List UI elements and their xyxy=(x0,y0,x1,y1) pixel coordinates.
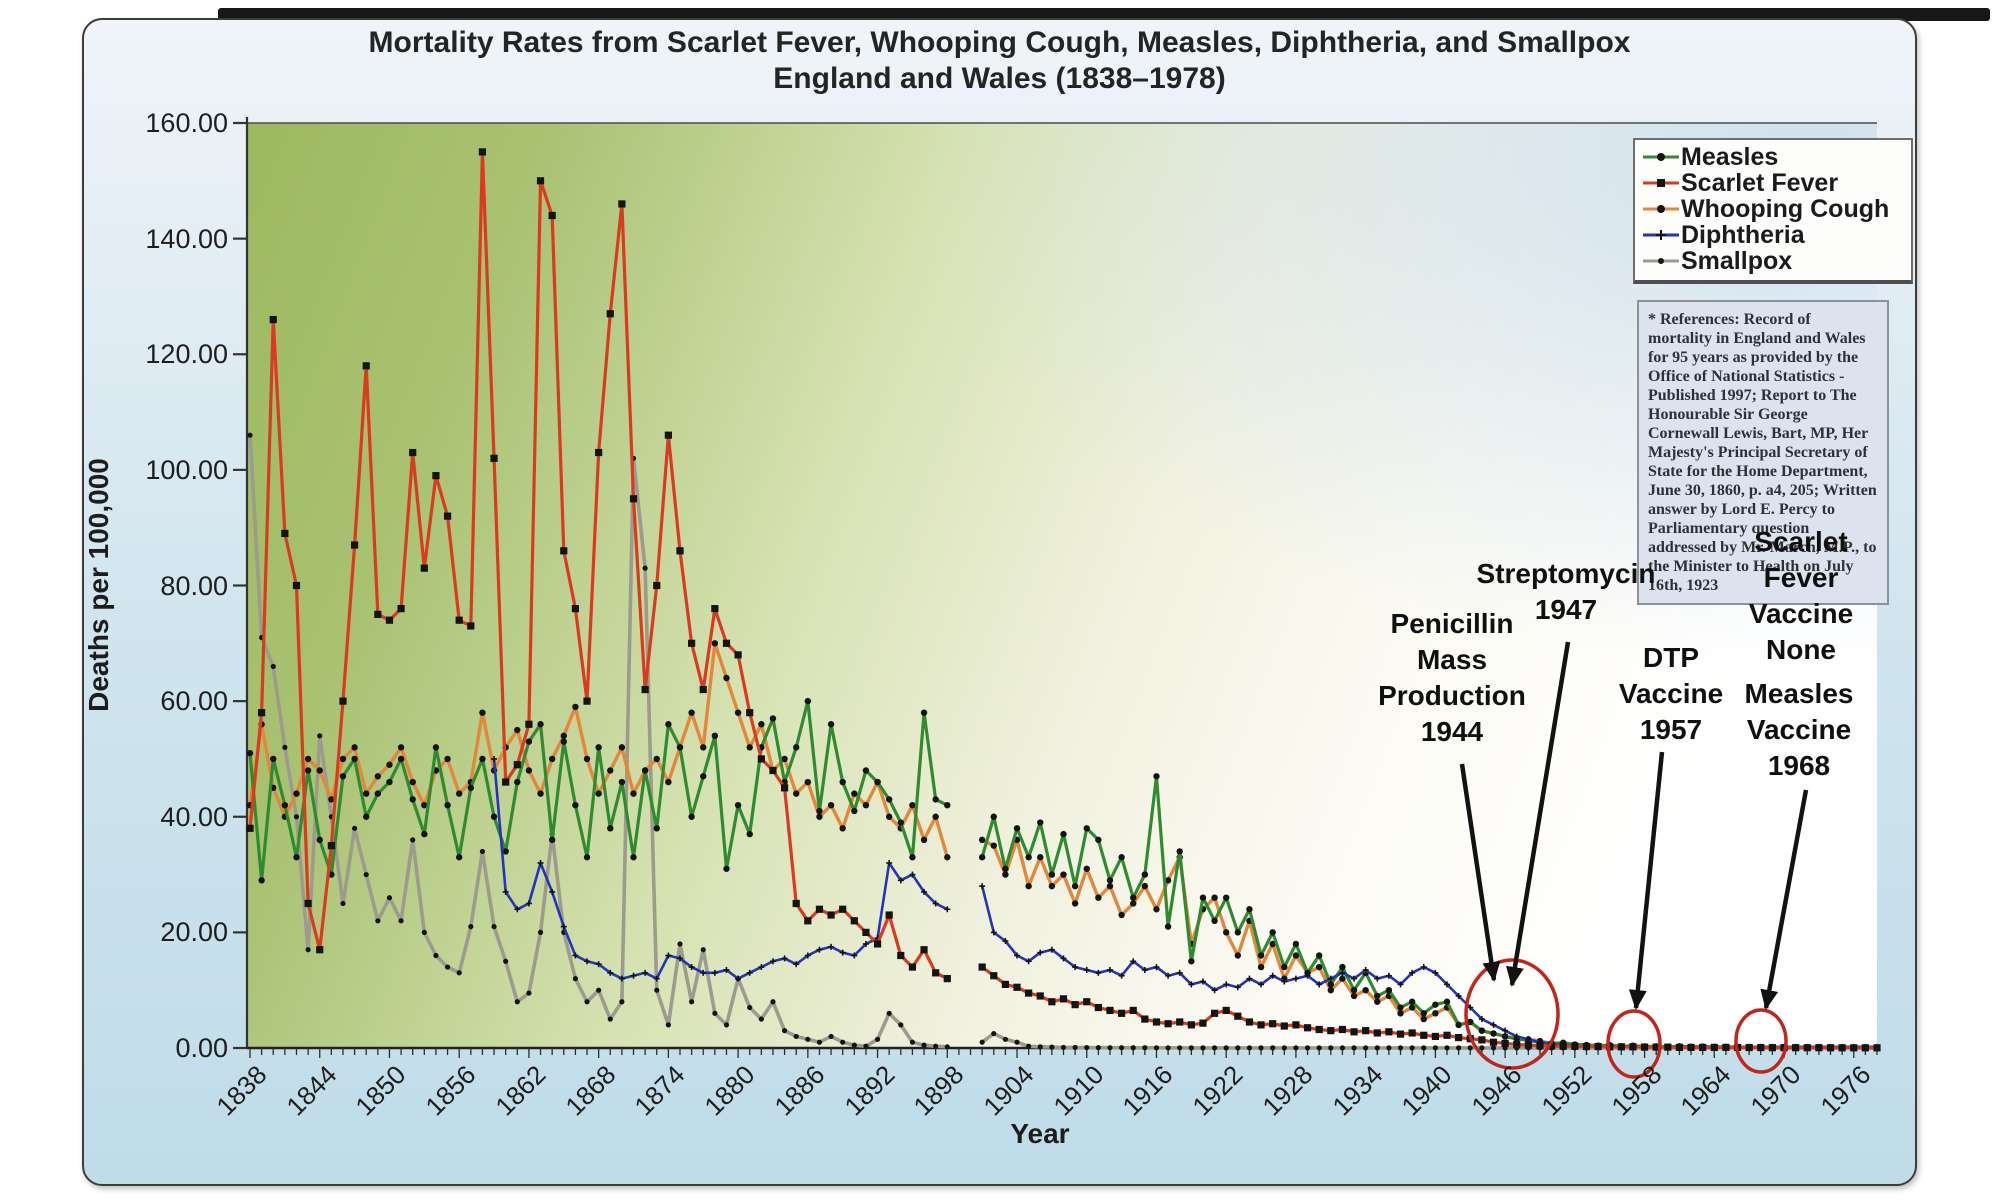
event-circle-1970 xyxy=(1734,1008,1788,1074)
y-tick-label-140: 140.00 xyxy=(145,223,228,254)
series-scarlet-fever xyxy=(246,148,1881,1052)
arrow-streptomycin xyxy=(1506,641,1571,987)
chart-legend: Measles Scarlet Fever Whooping Cough Diphth… xyxy=(1633,138,1913,284)
references-box: * References: Record of mortality in Eng… xyxy=(1637,300,1889,605)
y-tick-label-80: 80.00 xyxy=(160,570,228,601)
y-tick-label-60: 60.00 xyxy=(160,686,228,717)
legend-swatch-plus-icon xyxy=(1643,230,1679,240)
arrow-penicillin xyxy=(1459,763,1501,982)
event-circle-1958 xyxy=(1606,1009,1662,1079)
annotation-dtp: DTP Vaccine 1957 xyxy=(1571,640,1771,748)
legend-item-measles: Measles xyxy=(1641,142,1905,171)
plot-background-tint xyxy=(247,123,1877,1048)
x-axis-title: Year xyxy=(1010,1118,1070,1149)
annotation-scarletnone: Scarlet Fever Vaccine None xyxy=(1701,524,1901,668)
legend-item-diphtheria: Diphtheria xyxy=(1641,220,1905,249)
legend-item-scarlet-fever: Scarlet Fever xyxy=(1641,168,1905,197)
annotation-line: Penicillin xyxy=(1390,608,1514,639)
y-tick-label-20: 20.00 xyxy=(160,917,228,948)
chart-title-line2: England and Wales (1838–1978) xyxy=(773,62,1226,95)
annotation-line: 1957 xyxy=(1639,714,1703,745)
top-window-bar xyxy=(218,8,1990,21)
legend-label: Diphtheria xyxy=(1681,220,1805,249)
annotation-streptomycin: Streptomycin 1947 xyxy=(1426,556,1706,628)
event-circle-1946 xyxy=(1464,958,1560,1070)
y-tick-label-40: 40.00 xyxy=(160,801,228,832)
chart-title-line1: Mortality Rates from Scarlet Fever, Whoo… xyxy=(368,26,1631,59)
y-tick-label-120: 120.00 xyxy=(145,339,228,370)
annotation-line: Mass xyxy=(1416,644,1488,675)
annotation-line: 1944 xyxy=(1420,716,1484,747)
annotation-line: 1947 xyxy=(1534,594,1598,625)
legend-label: Scarlet Fever xyxy=(1681,168,1839,197)
arrow-measles-vaccine xyxy=(1760,789,1809,1010)
annotation-line: 1968 xyxy=(1767,750,1831,781)
annotation-line: Measles xyxy=(1744,678,1854,709)
legend-label: Whooping Cough xyxy=(1681,194,1890,223)
legend-swatch-circle-icon xyxy=(1643,153,1679,161)
annotation-line: Vaccine xyxy=(1748,598,1854,629)
y-tick-label-160: 160.00 xyxy=(145,108,228,138)
y-tick-label-100: 100.00 xyxy=(145,454,228,485)
annotation-line: Vaccine xyxy=(1746,714,1852,745)
annotation-line: Fever xyxy=(1763,562,1839,593)
annotation-line: DTP xyxy=(1643,642,1699,673)
legend-swatch-circle-icon xyxy=(1643,205,1679,213)
annotation-line: Scarlet xyxy=(1754,526,1848,557)
legend-swatch-dot-icon xyxy=(1643,258,1679,264)
annotation-penicillin: Penicillin Mass Production 1944 xyxy=(1332,606,1572,750)
legend-label: Smallpox xyxy=(1681,246,1793,275)
annotation-line: Streptomycin xyxy=(1476,558,1656,589)
legend-items: Measles Scarlet Fever Whooping Cough Diphth… xyxy=(1641,142,1905,275)
legend-label: Measles xyxy=(1681,142,1779,171)
y-tick-label-0: 0.00 xyxy=(175,1033,228,1063)
annotation-line: Production xyxy=(1378,680,1526,711)
annotation-line: None xyxy=(1766,634,1836,665)
arrow-dtp xyxy=(1628,751,1665,1010)
legend-item-whooping-cough: Whooping Cough xyxy=(1641,194,1905,223)
annotation-measlesvax: Measles Vaccine 1968 xyxy=(1699,676,1899,784)
legend-swatch-square-icon xyxy=(1643,179,1679,187)
legend-item-smallpox: Smallpox xyxy=(1641,246,1905,275)
annotation-line: Vaccine xyxy=(1618,678,1724,709)
